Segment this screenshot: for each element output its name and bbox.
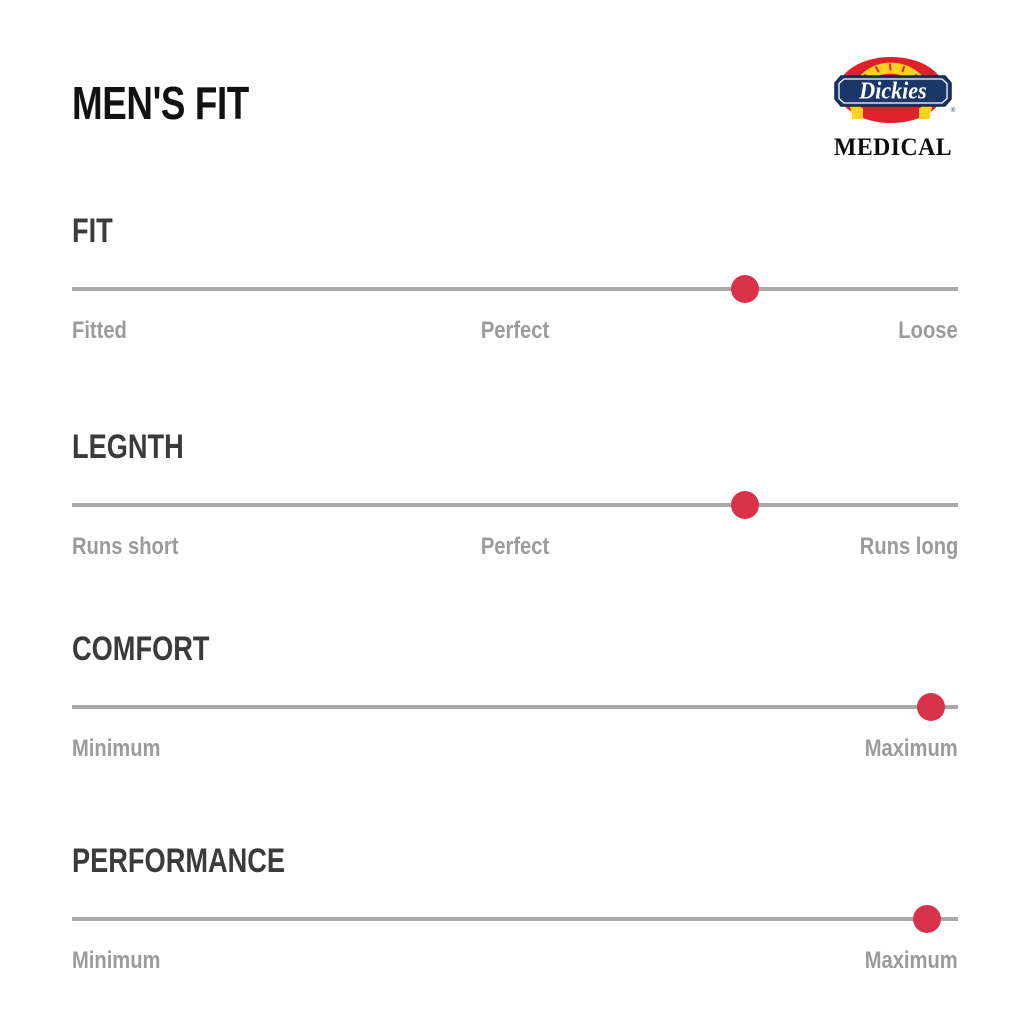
slider-thumb[interactable] bbox=[912, 905, 941, 933]
slider-track[interactable] bbox=[72, 917, 958, 921]
scale-label-start: Fitted bbox=[72, 317, 127, 344]
slider-thumb[interactable] bbox=[731, 275, 760, 303]
section-title: FIT bbox=[72, 212, 113, 250]
scale-labels: Minimum Maximum bbox=[72, 736, 958, 762]
length-slider[interactable] bbox=[72, 490, 958, 520]
performance-slider[interactable] bbox=[72, 904, 958, 934]
slider-thumb[interactable] bbox=[917, 693, 946, 721]
rating-section-comfort: COMFORT Minimum Maximum bbox=[72, 632, 958, 762]
scale-label-mid: Perfect bbox=[480, 533, 550, 560]
svg-text:Dickies: Dickies bbox=[858, 77, 926, 104]
brand-logo: Dickies ® MEDICAL bbox=[820, 52, 960, 161]
scale-label-end: Maximum bbox=[865, 947, 958, 974]
section-title: COMFORT bbox=[72, 630, 210, 668]
fit-slider[interactable] bbox=[72, 274, 958, 304]
section-title: PERFORMANCE bbox=[72, 842, 286, 880]
scale-label-end: Loose bbox=[898, 317, 958, 344]
rating-section-length: LEGNTH Runs short Perfect Runs long bbox=[72, 430, 958, 560]
scale-label-end: Maximum bbox=[865, 735, 958, 762]
page-title: MEN'S FIT bbox=[72, 77, 249, 129]
scale-label-mid: Perfect bbox=[480, 317, 550, 344]
svg-text:®: ® bbox=[951, 106, 956, 114]
slider-thumb[interactable] bbox=[731, 491, 760, 519]
scale-label-start: Minimum bbox=[72, 947, 161, 974]
slider-track[interactable] bbox=[72, 503, 958, 507]
scale-labels: Minimum Maximum bbox=[72, 948, 958, 974]
dickies-logo-icon: Dickies ® bbox=[826, 52, 960, 132]
slider-track[interactable] bbox=[72, 705, 958, 709]
scale-labels: Fitted Perfect Loose bbox=[72, 318, 958, 344]
scale-label-start: Runs short bbox=[72, 533, 179, 560]
rating-section-performance: PERFORMANCE Minimum Maximum bbox=[72, 844, 958, 974]
section-title: LEGNTH bbox=[72, 428, 184, 466]
rating-section-fit: FIT Fitted Perfect Loose bbox=[72, 214, 958, 344]
scale-label-start: Minimum bbox=[72, 735, 161, 762]
slider-track[interactable] bbox=[72, 287, 958, 291]
scale-label-end: Runs long bbox=[859, 533, 958, 560]
logo-sub-label: MEDICAL bbox=[833, 134, 953, 161]
comfort-slider[interactable] bbox=[72, 692, 958, 722]
scale-labels: Runs short Perfect Runs long bbox=[72, 534, 958, 560]
